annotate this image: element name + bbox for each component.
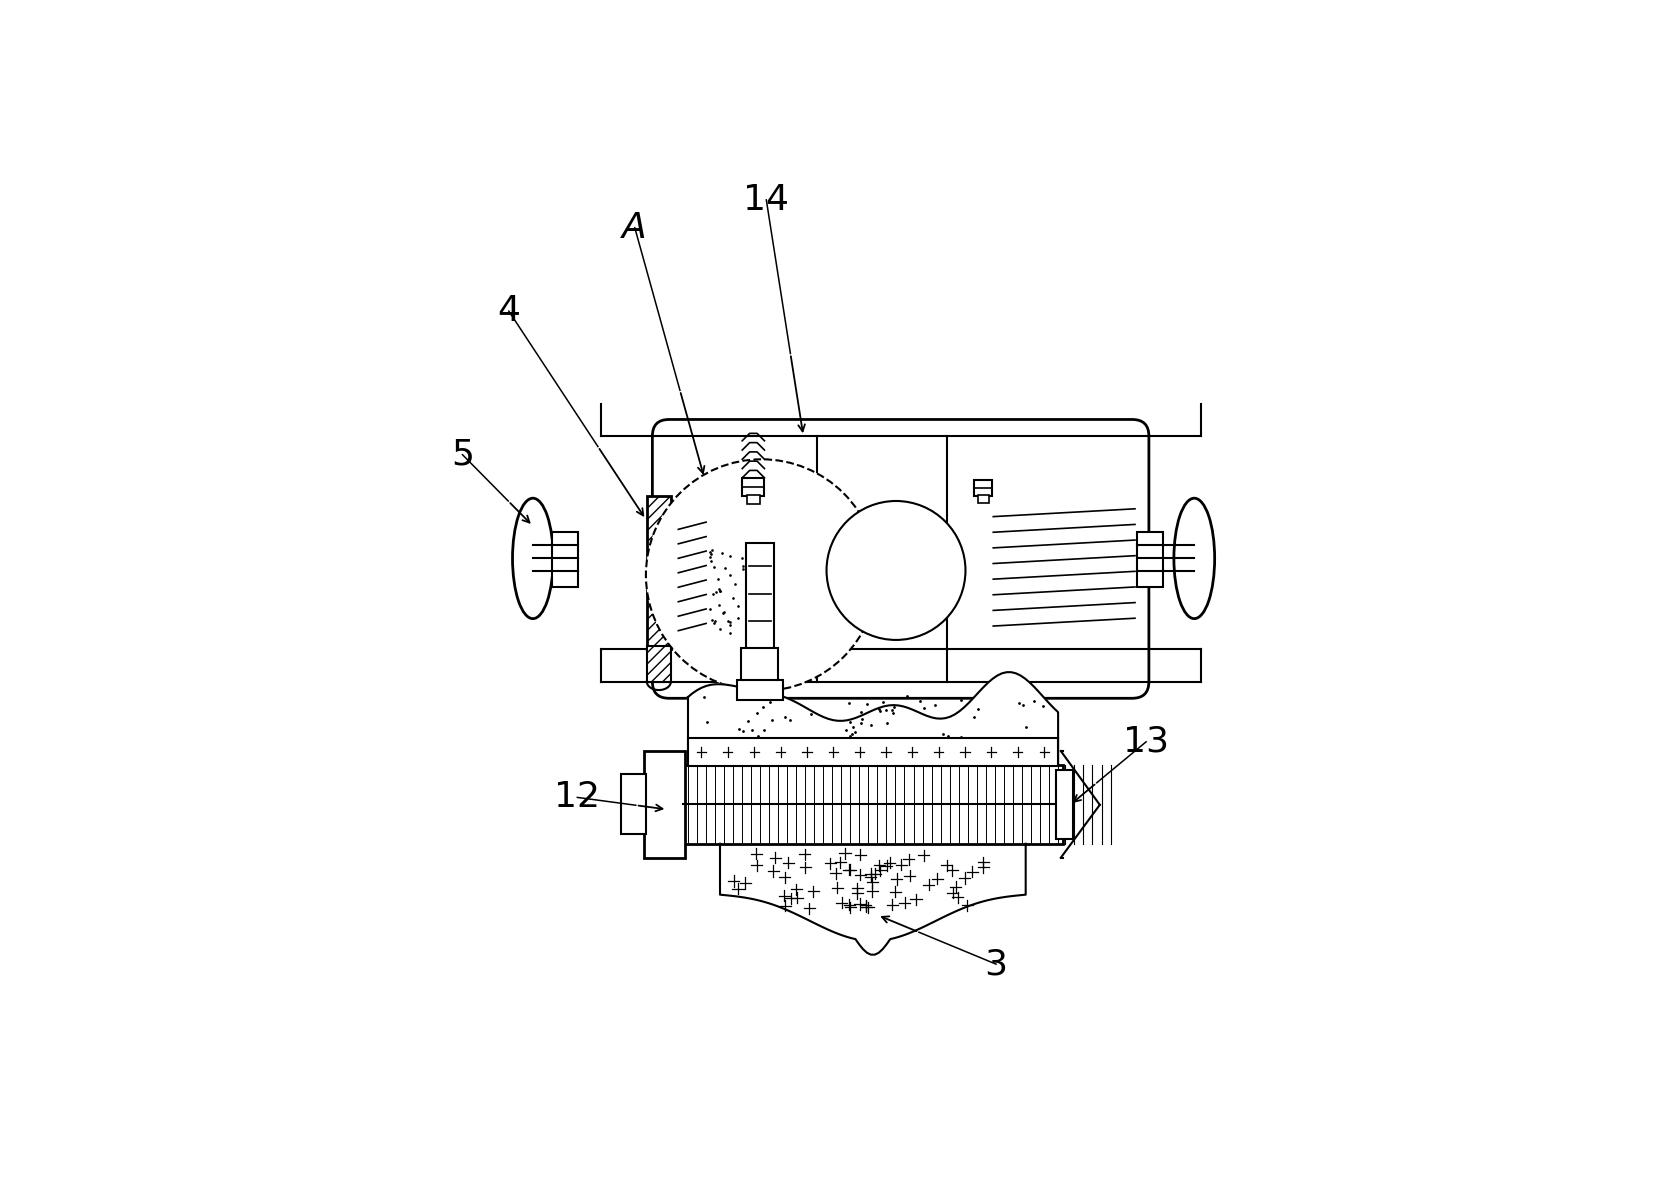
Text: 13: 13	[1123, 725, 1170, 759]
Text: 5: 5	[451, 438, 474, 472]
Bar	[620, 775, 645, 835]
Bar	[1136, 532, 1163, 587]
Bar	[741, 648, 778, 682]
Bar	[737, 680, 783, 700]
Ellipse shape	[513, 498, 553, 618]
Bar	[1056, 770, 1073, 840]
Bar	[974, 480, 992, 497]
Circle shape	[826, 500, 965, 640]
Bar	[644, 751, 685, 858]
Text: 14: 14	[744, 183, 789, 217]
Text: A: A	[622, 211, 647, 244]
Text: 12: 12	[555, 781, 600, 814]
Polygon shape	[721, 843, 1026, 955]
Bar	[742, 478, 764, 497]
Bar	[687, 739, 1058, 766]
Polygon shape	[687, 672, 1058, 765]
Bar	[553, 532, 578, 587]
Bar	[747, 496, 759, 504]
Bar	[647, 646, 670, 682]
Text: 3: 3	[984, 947, 1007, 982]
Bar	[682, 765, 1063, 843]
Bar	[977, 496, 989, 503]
Ellipse shape	[1173, 498, 1215, 618]
Bar	[647, 497, 670, 650]
Text: 4: 4	[498, 294, 520, 328]
Circle shape	[645, 460, 878, 691]
Bar	[746, 543, 774, 650]
FancyBboxPatch shape	[652, 420, 1148, 698]
